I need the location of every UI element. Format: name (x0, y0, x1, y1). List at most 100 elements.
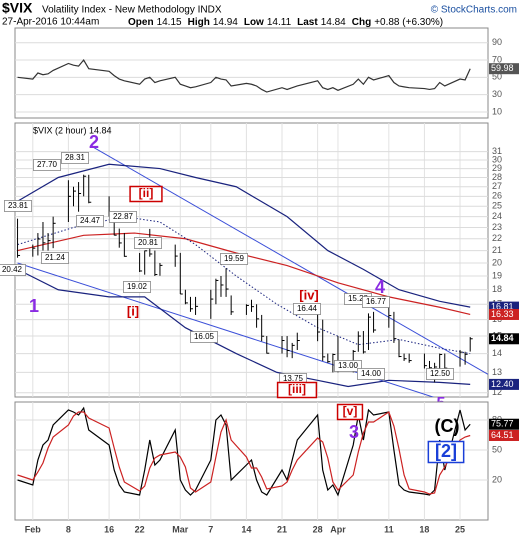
y-tick-label: 20 (492, 474, 502, 484)
annotation: 16.05 (194, 332, 215, 341)
annotation: 4 (375, 277, 385, 297)
overlay-line (17, 163, 471, 308)
x-tick-label: 22 (135, 524, 145, 534)
quote-value: 14.84 (321, 17, 346, 28)
last-value-box (489, 418, 519, 430)
annotation: [v] (343, 404, 358, 418)
y-tick-label: 28 (492, 172, 502, 182)
quote-label: Low (244, 17, 264, 28)
y-tick-label: 90 (492, 37, 502, 47)
plot-area (17, 58, 471, 93)
y-tick-label: 18 (492, 284, 502, 294)
instrument-name: Volatility Index - New Methodology INDX (42, 5, 222, 16)
annotation: 16.77 (366, 297, 387, 306)
last-value-box (489, 63, 519, 75)
overlay-line (17, 268, 471, 388)
annotation-box (334, 360, 362, 372)
annotation-box (134, 237, 162, 249)
y-tick-label: 70 (492, 54, 502, 64)
y-tick-label: 31 (492, 146, 502, 156)
y-tick-label: 24 (492, 211, 502, 221)
last-value-text: 59.98 (491, 63, 514, 73)
panel-frame (14, 27, 489, 119)
y-tick-label: 22 (492, 233, 502, 243)
annotation: 24.47 (80, 216, 101, 225)
x-tick-label: Apr (330, 524, 346, 534)
annotation-box (190, 331, 218, 343)
annotation-box (0, 264, 26, 276)
annotation: 12.50 (430, 369, 451, 378)
y-tick-label: 29 (492, 163, 502, 173)
annotation: 13.75 (283, 374, 304, 383)
y-tick-label: 20 (492, 257, 502, 267)
annotation-box (293, 303, 321, 315)
y-tick-label: 13 (492, 367, 502, 377)
annotation: [i] (127, 303, 139, 318)
x-tick-label: 16 (104, 524, 114, 534)
annotation-box (276, 381, 318, 399)
panel-title: $VIX (2 hour) 14.84 (33, 125, 112, 135)
last-value-text: 16.81 (491, 301, 514, 311)
annotation: 13.00 (338, 361, 359, 370)
last-value-label: 64.51 (489, 430, 519, 441)
last-value-label: 59.98 (489, 63, 519, 75)
y-tick-label: 12 (492, 387, 502, 397)
overlay-line (17, 232, 471, 316)
y-tick-label: 30 (492, 89, 502, 99)
quote-value: 14.15 (157, 17, 182, 28)
annotation: 1 (29, 296, 39, 316)
last-value-text: 12.40 (491, 379, 514, 389)
series-line (17, 58, 471, 93)
credit: © StockCharts.com (431, 5, 517, 16)
annotation-box (33, 159, 61, 171)
y-tick-label: 27 (492, 181, 502, 191)
annotation-box (41, 252, 69, 264)
x-tick-label: 28 (313, 524, 323, 534)
y-tick-label: 21 (492, 245, 502, 255)
y-tick-label: 50 (492, 444, 502, 454)
last-value-text: 16.33 (491, 309, 514, 319)
panel-frame (14, 122, 489, 398)
last-value-label: 16.33 (489, 309, 519, 320)
quote-line: Open 14.15 High 14.94 Low 14.11 Last 14.84 Chg +0… (128, 17, 443, 28)
annotation: 15.28 (348, 294, 369, 303)
last-value-box (489, 308, 519, 320)
symbol: $VIX (2, 0, 33, 16)
annotation-box (4, 200, 32, 212)
series-line (17, 411, 471, 495)
annotation: 20.42 (2, 265, 23, 274)
annotation: 14.00 (361, 369, 382, 378)
last-value-text: 64.51 (491, 430, 514, 440)
annotation: 19.02 (127, 282, 148, 291)
annotation: 28.31 (65, 153, 86, 162)
annotation-box (362, 296, 390, 308)
date-time: 27-Apr-2016 10:44am (2, 17, 99, 28)
annotation-box (427, 440, 465, 464)
quote-value: 14.94 (213, 17, 238, 28)
trend-line (93, 147, 488, 375)
y-tick-label: 14 (492, 348, 502, 358)
x-tick-label: 25 (455, 524, 465, 534)
last-value-label: 16.81 (489, 301, 519, 313)
quote-label: Open (128, 17, 154, 28)
quote-label: Chg (352, 17, 371, 28)
annotation: 16.44 (297, 304, 318, 313)
x-tick-label: 21 (277, 524, 287, 534)
x-tick-label: Mar (172, 524, 189, 534)
y-tick-label: 10 (492, 106, 502, 116)
annotation: 23.81 (8, 201, 29, 210)
annotation: 22.87 (113, 212, 134, 221)
annotation: 3 (349, 422, 359, 442)
plot-area (17, 406, 471, 497)
annotation: [iii] (288, 382, 306, 396)
annotation-box (336, 403, 364, 421)
annotation-box (129, 185, 163, 203)
annotation-box (357, 368, 385, 380)
x-tick-label: 18 (419, 524, 429, 534)
x-tick-label: 11 (384, 524, 394, 534)
annotation: 20.81 (138, 238, 159, 247)
y-tick-label: 30 (492, 154, 502, 164)
x-tick-label: 8 (66, 524, 71, 534)
y-tick-label: 50 (492, 72, 502, 82)
last-value-box (489, 378, 519, 390)
